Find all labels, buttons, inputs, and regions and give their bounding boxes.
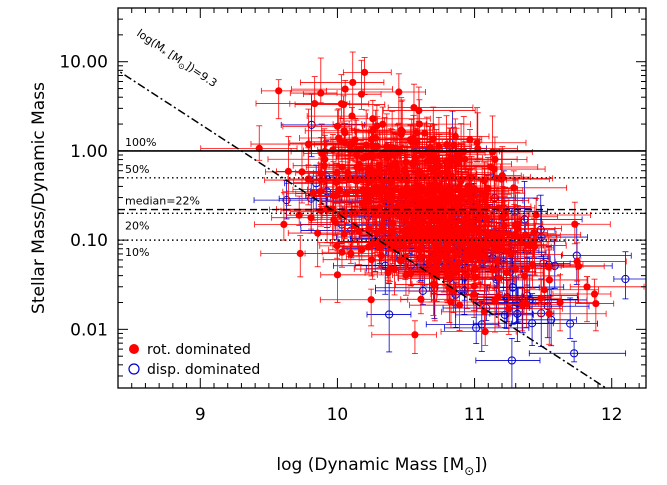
rot-point — [289, 74, 370, 119]
rot-point — [400, 282, 451, 315]
rot-point — [397, 241, 493, 303]
rot-point — [255, 76, 351, 127]
rot-point — [420, 225, 484, 267]
y-axis-title: Stellar Mass/Dynamic Mass — [29, 82, 49, 314]
rot-point — [371, 320, 437, 354]
diagonal-label: log(M* [M⊙])=9.3 — [133, 27, 219, 92]
y-tick-label: 1.00 — [70, 142, 108, 162]
rot-point — [356, 162, 474, 209]
rot-point — [322, 123, 380, 160]
rot-point — [448, 129, 483, 163]
rot-point — [366, 155, 456, 187]
rot-point — [387, 199, 432, 251]
disp-point — [528, 340, 627, 363]
data-points — [200, 51, 646, 388]
rot-point — [440, 239, 521, 279]
rot-point — [303, 59, 382, 110]
rot-point — [554, 242, 627, 282]
rot-point — [353, 117, 392, 155]
x-axis-title: log (Dynamic Mass [M⊙]) — [276, 455, 487, 478]
rot-point — [330, 126, 395, 177]
rot-point — [523, 259, 599, 305]
disp-point — [475, 338, 541, 388]
rot-point — [552, 278, 612, 304]
rot-point — [289, 57, 338, 104]
disp-point — [366, 283, 412, 353]
rot-point — [291, 79, 393, 103]
hline-label-0: 100% — [125, 136, 156, 149]
rot-point — [569, 276, 645, 323]
rot-point — [260, 79, 327, 120]
rot-point — [362, 73, 427, 124]
rot-point — [392, 173, 457, 231]
rot-point — [349, 157, 408, 212]
rot-point — [407, 227, 464, 273]
x-tick-label: 11 — [464, 405, 486, 425]
y-tick-label: 10.00 — [59, 53, 108, 73]
legend-label-rot: rot. dominated — [147, 342, 251, 358]
rot-point — [534, 274, 597, 332]
hline-label-1: 50% — [125, 163, 149, 176]
rot-point — [498, 236, 577, 281]
diagonal-line — [118, 69, 608, 388]
rot-point — [416, 227, 485, 286]
rot-point — [382, 86, 476, 122]
rot-point — [305, 162, 364, 205]
rot-point — [271, 209, 370, 230]
x-tick-label: 12 — [601, 405, 623, 425]
rot-point — [445, 149, 550, 217]
legend-label-disp: disp. dominated — [147, 362, 260, 378]
rot-point — [313, 161, 385, 205]
legend: rot. dominated disp. dominated — [128, 342, 260, 378]
rot-point — [338, 192, 413, 213]
y-tick-label: 0.01 — [70, 320, 108, 340]
rot-point — [349, 228, 408, 274]
rot-point — [309, 109, 405, 182]
y-tick-label: 0.10 — [70, 231, 108, 251]
x-tick-label: 10 — [327, 405, 349, 425]
rot-point — [491, 219, 546, 275]
rot-point — [254, 192, 331, 241]
rot-point — [358, 229, 429, 271]
hline-label-2: median=22% — [125, 195, 200, 208]
disp-point — [613, 251, 646, 300]
rot-point — [449, 186, 530, 242]
x-tick-label: 9 — [195, 405, 206, 425]
rot-point — [494, 205, 562, 260]
legend-marker-disp — [128, 363, 140, 375]
legend-marker-rot — [129, 344, 139, 354]
rot-point — [508, 265, 562, 317]
rot-point — [321, 221, 359, 268]
rot-point — [463, 208, 538, 263]
hline-label-3: 20% — [125, 219, 149, 232]
rot-point — [260, 235, 341, 278]
disp-point — [560, 223, 632, 285]
rot-point — [472, 288, 527, 333]
rot-point — [412, 181, 467, 251]
rot-point — [390, 187, 465, 240]
axis-ticks — [117, 7, 646, 388]
rot-point — [342, 57, 392, 95]
rot-point — [294, 95, 386, 122]
axis-labels: 9 10 11 12 0.01 0.10 1.00 10.00 — [59, 53, 622, 425]
rot-point — [319, 288, 409, 327]
rot-point — [480, 239, 541, 277]
hline-label-4: 10% — [125, 246, 149, 259]
rot-point — [443, 212, 490, 254]
rot-point — [476, 279, 563, 335]
